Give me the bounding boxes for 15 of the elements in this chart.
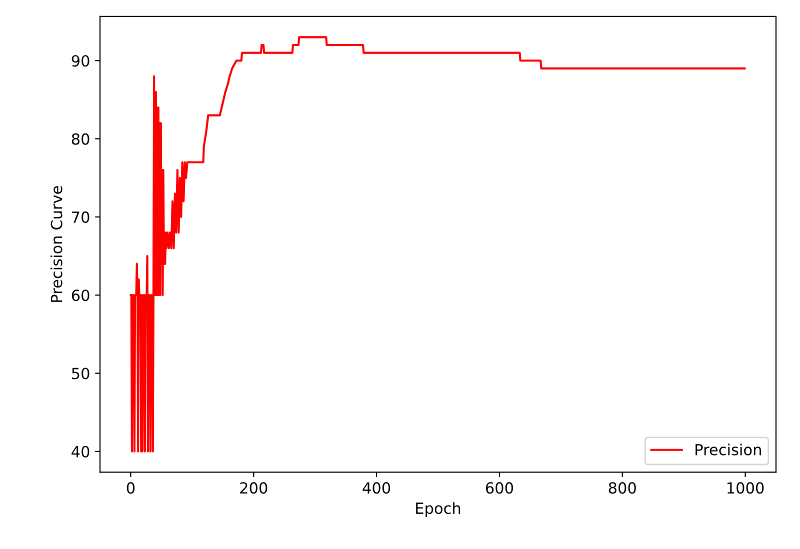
y-axis-title: Precision Curve <box>50 186 62 302</box>
y-tick-label: 80 <box>72 133 90 145</box>
y-tick-label: 50 <box>72 368 90 380</box>
y-tick-label: 70 <box>72 211 90 223</box>
x-tick-label: 600 <box>486 482 514 494</box>
y-tick-label: 40 <box>72 446 90 458</box>
x-tick-label: 1000 <box>728 482 764 494</box>
x-tick-label: 200 <box>240 482 268 494</box>
y-tick-label: 60 <box>72 290 90 302</box>
x-tick-label: 800 <box>608 482 636 494</box>
x-tick-label: 0 <box>126 482 135 494</box>
x-axis-title: Epoch <box>416 502 460 517</box>
y-tick-label: 90 <box>72 55 90 67</box>
legend-label: Precision <box>696 444 761 456</box>
x-tick-label: 400 <box>362 482 390 494</box>
